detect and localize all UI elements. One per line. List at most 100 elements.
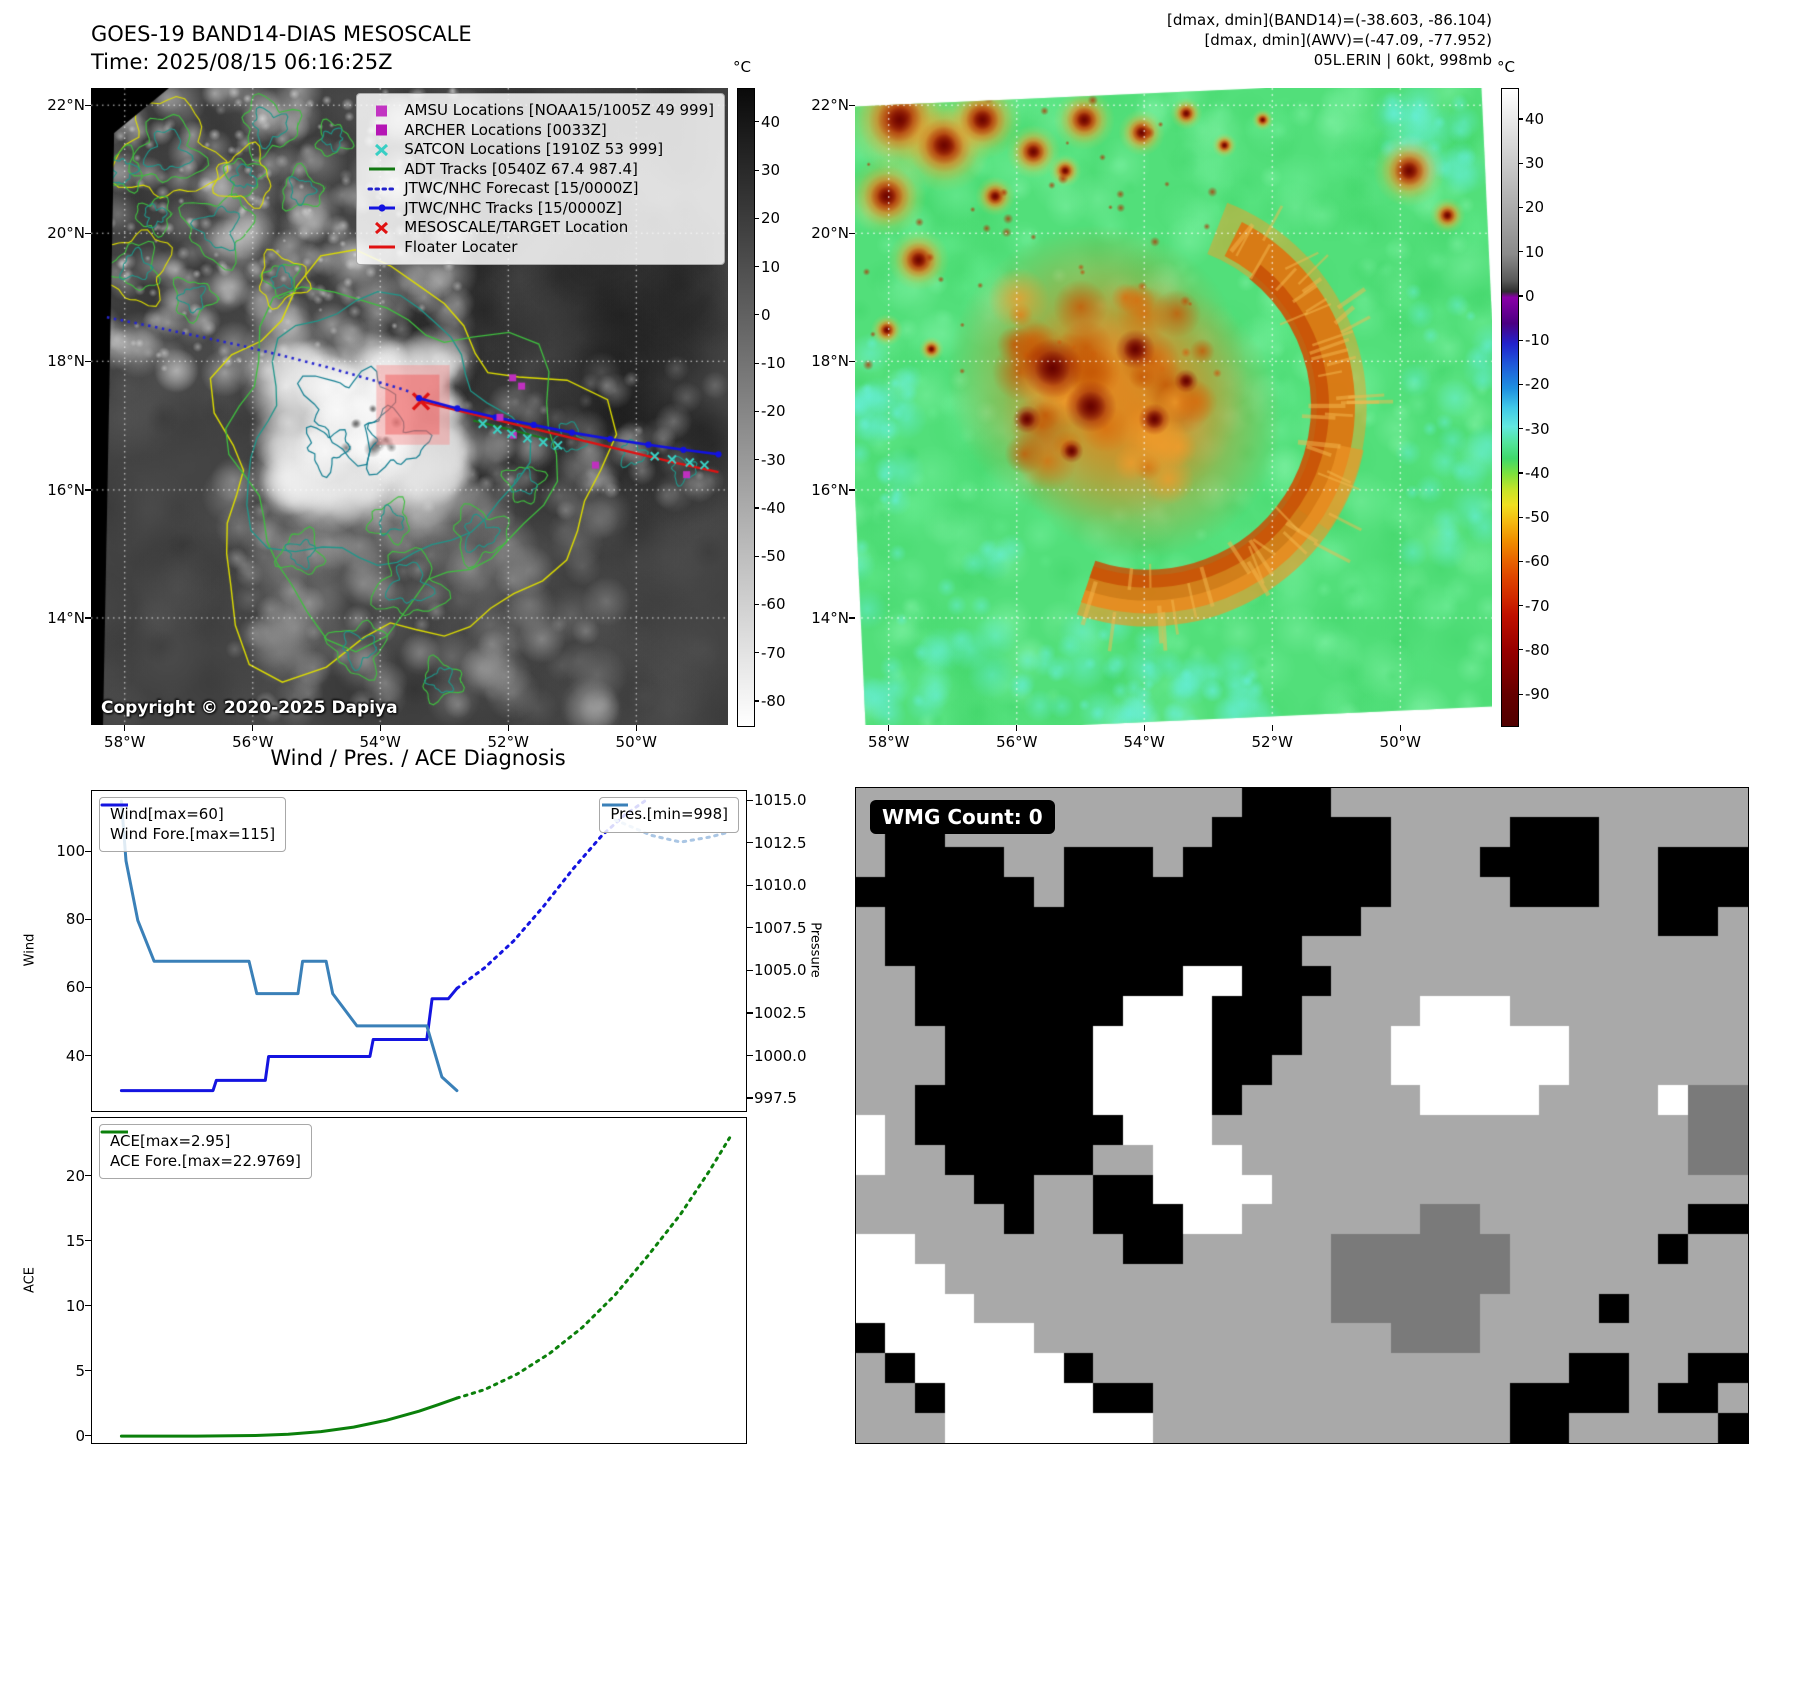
tick-mark	[754, 314, 759, 316]
ace-tick-label: 15	[65, 1231, 85, 1250]
tick-mark	[754, 266, 759, 268]
colorbar-tick-label: -30	[761, 450, 786, 469]
tick-mark	[849, 489, 855, 491]
legend-item-label: MESOSCALE/TARGET Location	[404, 218, 629, 236]
colorbar-tick-label: 10	[1525, 242, 1545, 261]
tick-mark	[635, 725, 637, 731]
tick-mark	[747, 799, 753, 801]
colorbar-tick-label: -10	[1525, 331, 1550, 350]
tick-mark	[754, 362, 759, 364]
lon-tick-label: 52°W	[487, 733, 529, 751]
colorbar-tick-label: 30	[761, 161, 781, 180]
series-line	[455, 799, 647, 990]
ace-tick-label: 0	[75, 1426, 85, 1445]
tick-mark	[849, 360, 855, 362]
colorbar-tick-label: 40	[1525, 109, 1545, 128]
colorbar-tick-label: -20	[1525, 375, 1550, 394]
wmg-panel: WMG Count: 0	[855, 787, 1749, 1444]
tick-mark	[754, 169, 759, 171]
colorbar-tick-label: -50	[761, 547, 786, 566]
tick-mark	[849, 232, 855, 234]
x-marker-icon	[375, 143, 389, 156]
lon-tick-label: 54°W	[359, 733, 401, 751]
awv-satellite-image	[855, 88, 1492, 725]
tick-mark	[1518, 649, 1523, 651]
tick-mark	[379, 725, 381, 731]
band14-title: GOES-19 BAND14-DIAS MESOSCALE	[91, 22, 472, 46]
lat-tick-label: 22°N	[811, 96, 849, 115]
lon-tick-label: 50°W	[615, 733, 657, 751]
ace-tick-label: 20	[65, 1166, 85, 1185]
tick-mark	[754, 410, 759, 412]
legend-item: ACE[max=2.95]	[102, 1130, 301, 1152]
lon-tick-label: 58°W	[104, 733, 146, 751]
legend-item: AMSU Locations [NOAA15/1005Z 49 999]	[367, 101, 714, 121]
tick-mark	[1271, 725, 1273, 731]
pressure-legend: Pres.[min=998]	[599, 797, 739, 833]
dmax-band14-line: [dmax, dmin](BAND14)=(-38.603, -86.104)	[1167, 11, 1492, 29]
wind-tick-label: 40	[65, 1046, 85, 1065]
legend-item-label: JTWC/NHC Forecast [15/0000Z]	[404, 179, 639, 197]
tick-mark	[747, 927, 753, 929]
colorbar-tick-label: 40	[761, 112, 781, 131]
tick-mark	[85, 1434, 91, 1437]
tick-mark	[1518, 162, 1523, 164]
wmg-pixel-map	[856, 788, 1748, 1443]
legend-item: Floater Locater	[367, 238, 714, 258]
wind-tick-label: 80	[65, 910, 85, 929]
lon-tick-label: 52°W	[1251, 733, 1293, 751]
pressure-tick-label: 1015.0	[754, 791, 807, 810]
legend-item: SATCON Locations [1910Z 53 999]	[367, 140, 714, 160]
line-dot-icon	[378, 204, 386, 212]
lat-tick-label: 18°N	[47, 352, 85, 371]
legend-item-label: JTWC/NHC Tracks [15/0000Z]	[404, 198, 623, 217]
tick-mark	[85, 1369, 91, 1372]
awv-colorbar-unit: °C	[1497, 58, 1515, 76]
tick-mark	[85, 232, 91, 234]
tick-mark	[754, 700, 759, 702]
pressure-axis-label: Pressure	[807, 922, 823, 978]
colorbar-tick-label: -40	[1525, 463, 1550, 482]
colorbar-tick-label: 10	[761, 257, 781, 276]
tick-mark	[754, 121, 759, 123]
awv-map	[855, 88, 1492, 725]
pressure-tick-label: 1007.5	[754, 918, 807, 937]
colorbar-tick-label: -60	[761, 595, 786, 614]
tick-mark	[747, 842, 753, 844]
colorbar-tick-label: 0	[1525, 286, 1535, 305]
tick-mark	[507, 725, 509, 731]
tick-mark	[85, 104, 91, 106]
tick-mark	[747, 1097, 753, 1099]
tick-mark	[85, 617, 91, 619]
legend-item: ACE Fore.[max=22.9769]	[100, 1130, 301, 1172]
lat-tick-label: 20°N	[47, 224, 85, 243]
lat-tick-label: 20°N	[811, 224, 849, 243]
tick-mark	[85, 1304, 91, 1307]
square-marker-icon	[376, 105, 388, 117]
lon-tick-label: 56°W	[996, 733, 1038, 751]
legend-item: ADT Tracks [0540Z 67.4 987.4]	[367, 160, 714, 180]
colorbar-tick-label: -60	[1525, 552, 1550, 571]
tick-mark	[754, 507, 759, 509]
ace-axis-label: ACE	[22, 1266, 38, 1293]
tick-mark	[754, 603, 759, 606]
colorbar-tick-label: -80	[1525, 640, 1550, 659]
lat-tick-label: 16°N	[811, 480, 849, 499]
tick-mark	[1399, 725, 1401, 731]
colorbar-tick-label: 20	[761, 209, 781, 228]
legend-item: JTWC/NHC Forecast [15/0000Z]	[367, 179, 714, 199]
tick-mark	[754, 652, 759, 654]
pressure-tick-label: 1005.0	[754, 961, 807, 980]
tick-mark	[888, 725, 890, 731]
legend-item-label: AMSU Locations [NOAA15/1005Z 49 999]	[404, 101, 714, 119]
tick-mark	[85, 1239, 91, 1242]
series-line	[119, 1396, 459, 1438]
copyright-watermark: Copyright © 2020-2025 Dapiya	[101, 698, 398, 718]
x-marker-icon	[375, 221, 389, 234]
storm-id-line: 05L.ERIN | 60kt, 998mb	[1313, 51, 1492, 69]
wmg-count-badge: WMG Count: 0	[870, 800, 1055, 834]
band14-colorbar-unit: °C	[733, 58, 751, 76]
tick-mark	[747, 969, 753, 971]
tick-mark	[747, 1054, 753, 1057]
